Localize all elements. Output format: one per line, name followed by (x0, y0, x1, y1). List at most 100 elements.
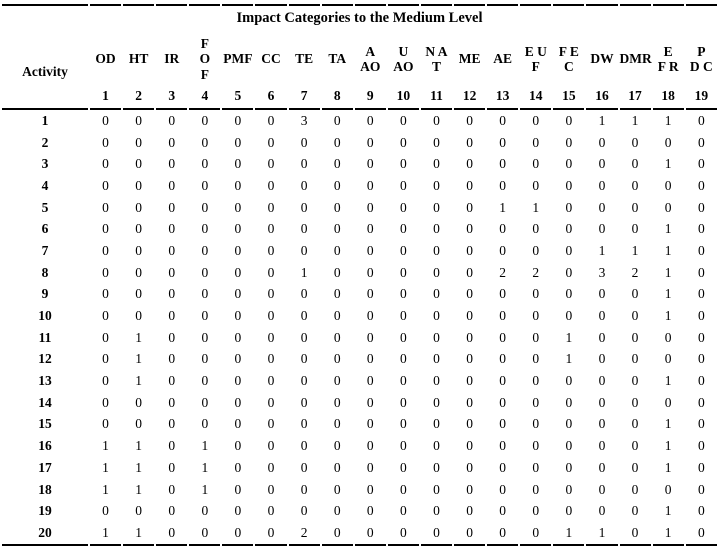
impact-value-cell: 0 (499, 308, 507, 324)
impact-value-cell: 0 (168, 373, 176, 389)
impact-value-cell: 0 (598, 221, 606, 237)
activity-row-label: 12 (38, 351, 52, 367)
table-row: 6 0 0 0 0 0 0 0 0 0 0 0 0 0 0 0 0 0 1 0 (2, 218, 717, 240)
rule-segment (685, 4, 717, 6)
impact-value-cell: 0 (433, 242, 440, 258)
impact-value-cell: 0 (255, 522, 287, 546)
impact-value-cell: 0 (420, 522, 453, 546)
table-header: Impact Categories to the Medium Level Act… (2, 4, 717, 110)
impact-value-cell: 0 (102, 264, 109, 280)
impact-value-cell: 0 (631, 373, 639, 389)
impact-value-cell: 0 (565, 416, 573, 432)
impact-value-cell: 0 (664, 394, 672, 410)
impact-value-cell: 0 (168, 351, 176, 367)
impact-value-cell: 0 (400, 481, 407, 497)
impact-value-cell: 0 (631, 199, 639, 215)
impact-value-cell: 1 (598, 112, 606, 128)
column-number-6: 6 (255, 86, 287, 110)
impact-value-cell: 0 (631, 416, 639, 432)
impact-value-cell: 0 (565, 308, 573, 324)
impact-value-cell: 1 (553, 522, 585, 546)
impact-value-cell: 0 (400, 177, 407, 193)
impact-value-cell: 2 (532, 264, 540, 280)
column-header-17: DMR (619, 51, 652, 67)
impact-value-cell: 0 (532, 156, 540, 172)
impact-value-cell: 0 (697, 394, 705, 410)
impact-value-cell: 0 (135, 221, 143, 237)
impact-value-cell: 0 (697, 156, 705, 172)
impact-value-cell: 0 (168, 134, 176, 150)
impact-value-cell: 0 (466, 503, 473, 519)
impact-value-cell: 0 (565, 394, 573, 410)
impact-value-cell: 0 (333, 351, 341, 367)
impact-value-cell: 0 (102, 112, 109, 128)
impact-value-cell: 0 (400, 242, 407, 258)
impact-value-cell: 1 (664, 264, 672, 280)
impact-value-cell: 0 (631, 177, 639, 193)
impact-value-cell: 0 (267, 134, 275, 150)
rule-segment (420, 4, 453, 6)
impact-value-cell: 0 (135, 199, 143, 215)
impact-value-cell: 0 (300, 308, 308, 324)
impact-value-cell: 0 (234, 459, 242, 475)
impact-value-cell: 0 (619, 522, 651, 546)
impact-value-cell: 0 (499, 373, 507, 389)
impact-value-cell: 0 (400, 112, 407, 128)
impact-value-cell: 0 (201, 199, 209, 215)
impact-value-cell: 1 (102, 438, 109, 454)
impact-value-cell: 0 (433, 177, 440, 193)
impact-value-cell: 0 (267, 481, 275, 497)
impact-value-cell: 0 (400, 134, 407, 150)
impact-value-cell: 0 (400, 264, 407, 280)
impact-value-cell: 0 (631, 394, 639, 410)
activity-row-label: 14 (38, 394, 52, 410)
impact-value-cell: 0 (168, 459, 176, 475)
impact-value-cell: 0 (333, 134, 341, 150)
impact-value-cell: 0 (466, 177, 473, 193)
impact-value-cell: 0 (267, 416, 275, 432)
impact-value-cell: 0 (433, 438, 440, 454)
activity-row-label: 16 (38, 438, 52, 454)
impact-value-cell: 0 (333, 416, 341, 432)
column-header-11: N A T (425, 43, 448, 74)
impact-value-cell: 0 (201, 112, 209, 128)
impact-value-cell: 0 (168, 112, 176, 128)
rule-segment (2, 4, 88, 6)
impact-value-cell: 0 (300, 177, 308, 193)
rule-segment (652, 4, 684, 6)
impact-value-cell: 0 (333, 221, 341, 237)
impact-value-cell: 0 (499, 416, 507, 432)
impact-value-cell: 0 (102, 351, 109, 367)
impact-value-cell: 0 (366, 438, 374, 454)
impact-value-cell: 0 (466, 221, 473, 237)
impact-value-cell: 0 (168, 286, 176, 302)
impact-value-cell: 0 (400, 394, 407, 410)
impact-value-cell: 0 (135, 503, 143, 519)
impact-value-cell: 0 (466, 264, 473, 280)
impact-value-cell: 0 (400, 459, 407, 475)
impact-value-cell: 0 (267, 199, 275, 215)
rule-segment (156, 4, 188, 6)
column-header-2: HT (128, 51, 149, 67)
impact-value-cell: 0 (102, 242, 109, 258)
impact-value-cell: 0 (400, 373, 407, 389)
table-row: 11 0 1 0 0 0 0 0 0 0 0 0 0 0 0 1 0 0 0 0 (2, 327, 717, 349)
impact-value-cell: 0 (321, 522, 353, 546)
impact-value-cell: 0 (532, 308, 540, 324)
impact-value-cell: 0 (466, 438, 473, 454)
impact-value-cell: 0 (366, 351, 374, 367)
impact-value-cell: 0 (168, 438, 176, 454)
impact-value-cell: 0 (433, 329, 440, 345)
impact-value-cell: 0 (201, 416, 209, 432)
impact-value-cell: 1 (102, 459, 109, 475)
impact-value-cell: 0 (532, 394, 540, 410)
impact-value-cell: 0 (333, 373, 341, 389)
impact-value-cell: 0 (433, 416, 440, 432)
impact-value-cell: 0 (234, 394, 242, 410)
impact-value-cell: 0 (697, 373, 705, 389)
impact-value-cell: 0 (433, 221, 440, 237)
impact-value-cell: 0 (565, 264, 573, 280)
table-row: 3 0 0 0 0 0 0 0 0 0 0 0 0 0 0 0 0 0 1 0 (2, 153, 717, 175)
table-row: 8 0 0 0 0 0 0 1 0 0 0 0 0 2 2 0 3 2 1 0 (2, 262, 717, 284)
impact-value-cell: 0 (631, 134, 639, 150)
